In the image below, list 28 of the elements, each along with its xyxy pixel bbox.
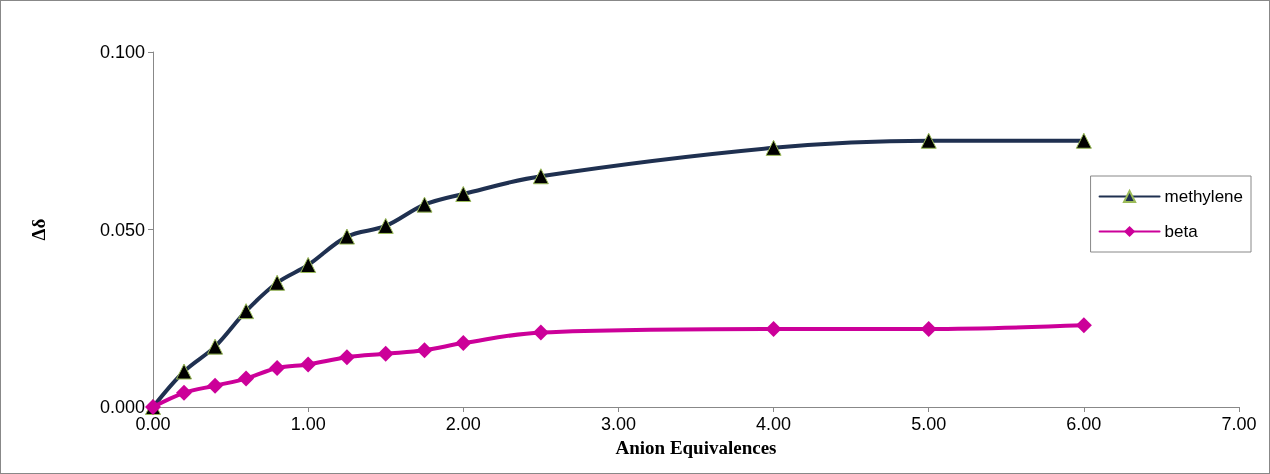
point (207, 377, 224, 394)
y-tick-label: 0.100 (99, 42, 145, 62)
y-tick-label: 0.050 (99, 219, 145, 240)
x-tick-label: 0.00 (135, 414, 171, 434)
point (1075, 317, 1092, 334)
x-axis-title: Anion Equivalences (615, 436, 777, 458)
point (176, 384, 193, 401)
x-tick-label: 5.00 (911, 414, 947, 434)
x-tick-label: 7.00 (1221, 414, 1257, 434)
x-tick-label: 3.00 (600, 414, 636, 434)
point (238, 370, 255, 387)
y-tick-label: 0.000 (99, 397, 145, 417)
point (377, 345, 394, 362)
x-tick-label: 2.00 (445, 414, 481, 434)
x-tick-label: 4.00 (756, 414, 792, 434)
point (455, 335, 472, 352)
point (532, 324, 549, 341)
legend-label: beta (1164, 222, 1199, 241)
point (765, 320, 782, 337)
legend-label: methylene (1164, 187, 1243, 206)
y-axis-title: Δδ (28, 218, 49, 241)
x-tick-label: 6.00 (1066, 414, 1102, 434)
point (300, 356, 317, 373)
point (269, 359, 286, 376)
point (920, 320, 937, 337)
x-tick-label: 1.00 (290, 414, 326, 434)
point (338, 349, 355, 366)
point (416, 342, 433, 359)
